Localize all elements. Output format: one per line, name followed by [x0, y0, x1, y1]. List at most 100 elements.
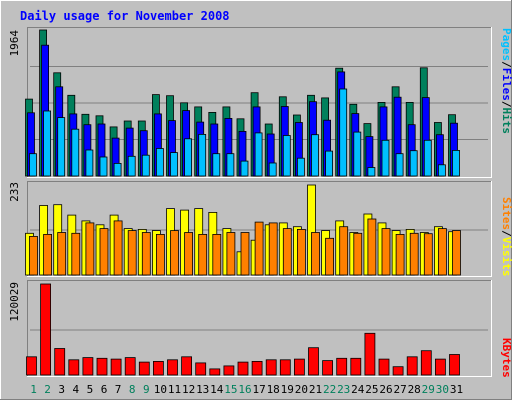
bar-kbytes-day-19: [279, 359, 291, 376]
bar-sites-day-24: [353, 232, 363, 276]
x-label-day-4: 4: [72, 383, 79, 396]
bar-sites-day-17: [254, 221, 264, 276]
x-label-day-19: 19: [281, 383, 294, 396]
bar-kbytes-day-16: [237, 361, 249, 376]
bar-sites-day-27: [395, 233, 405, 276]
bar-sites-day-31: [452, 230, 461, 276]
bar-sites-day-18: [268, 222, 278, 276]
bar-pages-day-2: [43, 110, 51, 177]
bar-sites-day-9: [141, 232, 151, 276]
legend-kbytes: KBytes: [500, 338, 512, 378]
legend-hits: Hits: [500, 108, 512, 135]
legend-sites: Sites: [500, 197, 512, 230]
y-max-label-hits: 1964: [8, 30, 21, 57]
bar-pages-day-3: [57, 117, 66, 177]
x-label-day-6: 6: [101, 383, 108, 396]
bar-sites-day-25: [367, 218, 377, 276]
x-label-day-28: 28: [408, 383, 421, 396]
x-label-day-20: 20: [295, 383, 308, 396]
x-axis-day-labels: 1 2 3 4 5 6 7 8 9 10 11 12 13 14 15 16 17 18 19 20 21 22 23 24 2…: [30, 383, 463, 396]
x-label-day-18: 18: [267, 383, 280, 396]
bar-sites-day-1: [29, 235, 38, 276]
x-label-day-11: 11: [168, 383, 181, 396]
bar-kbytes-day-28: [406, 356, 418, 376]
legend-hits-files-pages: Pages/Files/Hits: [500, 28, 512, 134]
bar-kbytes-day-11: [167, 359, 178, 376]
bar-kbytes-day-10: [152, 360, 164, 376]
bar-kbytes-day-20: [293, 358, 305, 376]
x-label-day-2: 2: [44, 383, 51, 396]
bar-sites-day-8: [127, 230, 137, 276]
bar-sites-day-7: [113, 220, 123, 276]
x-label-day-3: 3: [58, 383, 65, 396]
bar-kbytes-day-9: [138, 361, 150, 376]
bar-sites-day-12: [184, 232, 194, 276]
bar-sites-day-30: [437, 228, 447, 276]
bar-pages-day-10: [155, 148, 164, 177]
x-label-day-23: 23: [337, 383, 350, 396]
bars-hits-files-pages: [25, 29, 460, 177]
bar-kbytes-day-3: [54, 348, 66, 376]
bar-sites-day-20: [296, 228, 306, 276]
bar-pages-day-19: [282, 135, 291, 177]
bar-pages-day-23: [339, 88, 348, 177]
bar-sites-day-26: [381, 228, 391, 276]
x-label-day-1: 1: [30, 383, 37, 396]
x-label-day-30: 30: [436, 383, 449, 396]
bar-pages-day-7: [113, 162, 122, 177]
x-label-day-15: 15: [224, 383, 237, 396]
bar-kbytes-day-2: [40, 283, 51, 376]
bar-pages-day-6: [99, 156, 108, 177]
bar-pages-day-16: [240, 160, 249, 177]
bar-pages-day-1: [29, 153, 37, 177]
bar-kbytes-day-12: [181, 356, 193, 376]
chart-title: Daily usage for November 2008: [20, 9, 230, 23]
bar-kbytes-day-13: [195, 362, 207, 376]
x-label-day-17: 17: [252, 383, 265, 396]
legend-pages: Pages: [500, 28, 512, 61]
x-label-day-9: 9: [143, 383, 150, 396]
x-label-day-24: 24: [351, 383, 365, 396]
bar-pages-day-15: [226, 153, 235, 177]
legend-sep-2: /: [500, 101, 512, 108]
x-label-day-26: 26: [379, 383, 392, 396]
bar-kbytes-day-30: [434, 358, 446, 376]
bar-kbytes-day-31: [449, 354, 460, 376]
x-label-day-8: 8: [129, 383, 136, 396]
bar-pages-day-25: [367, 167, 376, 177]
bar-pages-day-4: [71, 128, 80, 177]
bar-pages-day-29: [423, 139, 432, 177]
bar-pages-day-27: [395, 153, 404, 177]
legend-visits-sites: Sites/Visits: [500, 197, 512, 277]
x-label-day-14: 14: [210, 383, 224, 396]
x-label-day-10: 10: [154, 383, 167, 396]
bar-kbytes-day-14: [209, 368, 221, 376]
x-label-day-5: 5: [87, 383, 94, 396]
x-label-day-29: 29: [422, 383, 435, 396]
bar-pages-day-13: [198, 133, 207, 177]
x-label-day-12: 12: [182, 383, 195, 396]
bar-sites-day-21: [311, 232, 320, 276]
bar-kbytes-day-27: [392, 366, 404, 376]
x-label-day-13: 13: [196, 383, 209, 396]
legend-sep-3: /: [500, 230, 512, 237]
bar-kbytes-day-1: [26, 356, 37, 376]
bar-sites-day-28: [409, 232, 419, 276]
bar-pages-day-17: [254, 132, 263, 177]
bar-pages-day-22: [325, 150, 334, 177]
x-label-day-27: 27: [393, 383, 406, 396]
bar-sites-day-14: [212, 233, 222, 276]
bar-kbytes-day-29: [420, 350, 432, 376]
bar-kbytes-day-22: [322, 360, 334, 376]
x-label-day-25: 25: [365, 383, 378, 396]
bar-pages-day-5: [85, 149, 94, 177]
legend-sep-1: /: [500, 61, 512, 68]
x-label-day-22: 22: [323, 383, 336, 396]
bar-pages-day-24: [353, 131, 362, 177]
legend-visits: Visits: [500, 237, 512, 277]
bar-pages-day-18: [268, 162, 277, 177]
bar-pages-day-21: [311, 134, 319, 177]
bar-pages-day-20: [296, 157, 305, 177]
bar-sites-day-10: [155, 233, 165, 276]
